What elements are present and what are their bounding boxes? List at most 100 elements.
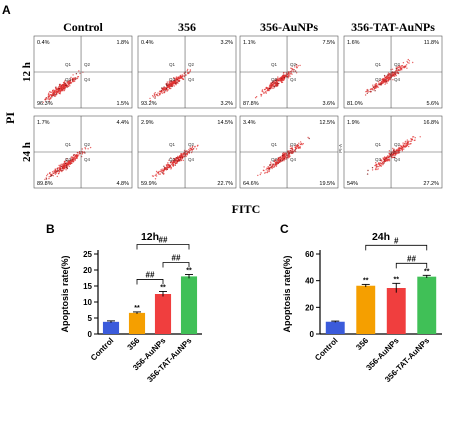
quadrant-value-bottom-right: 3.2% bbox=[220, 101, 233, 107]
x-category-label: Control bbox=[313, 336, 339, 362]
quadrant-value-top-right: 14.5% bbox=[217, 120, 233, 126]
dot-cloud bbox=[364, 58, 414, 96]
gate-label: Q1 bbox=[169, 62, 176, 67]
quadrant-value-top-left: 2.9% bbox=[141, 120, 154, 126]
bar-chart-24h: 24h Apoptosis rate(%) 0 20 40 60 Control ** 356 *… bbox=[282, 231, 442, 384]
bar-control bbox=[325, 321, 345, 334]
comparison-label: ## bbox=[172, 253, 181, 262]
comparison-bracket bbox=[365, 244, 428, 251]
quadrant-value-top-right: 16.8% bbox=[423, 120, 439, 126]
flow-dot-plot: 1.6% 11.8% 81.0% 5.6% Q1 Q2 Q3 Q4 bbox=[343, 35, 443, 109]
x-category-label: 356 bbox=[126, 336, 142, 352]
significance-star: ** bbox=[394, 276, 400, 283]
flow-y-axis-label: PI bbox=[3, 112, 17, 124]
flow-dot-plot: 3.4% 12.5% 64.6% 19.5% Q1 Q2 Q3 Q4 bbox=[239, 115, 339, 189]
comparison-bracket bbox=[395, 262, 428, 269]
gate-label: Q4 bbox=[188, 157, 195, 162]
dot-cloud bbox=[42, 70, 84, 104]
quadrant-value-top-left: 0.4% bbox=[141, 40, 154, 46]
panel-label-b: B bbox=[46, 222, 55, 236]
gate-label: Q1 bbox=[375, 62, 382, 67]
gate-label: Q3 bbox=[65, 77, 72, 82]
significance-star: ** bbox=[134, 305, 140, 312]
quadrant-value-bottom-left: 59.9% bbox=[141, 181, 157, 187]
quadrant-value-top-left: 3.4% bbox=[243, 120, 256, 126]
gate-label: Q1 bbox=[169, 142, 176, 147]
gate-label: Q1 bbox=[65, 62, 72, 67]
comparison-bracket bbox=[136, 244, 190, 250]
flow-dot-plot: 0.4% 1.8% 96.3% 1.5% Q1 Q2 Q3 Q4 bbox=[33, 35, 133, 109]
gate-label: Q3 bbox=[271, 157, 278, 162]
gate-label: Q3 bbox=[169, 157, 176, 162]
comparison-bracket bbox=[162, 262, 190, 268]
flow-dot-plot: 1.7% 4.4% 89.8% 4.8% Q1 Q2 Q3 Q4 bbox=[33, 115, 133, 189]
x-category-label: Control bbox=[89, 336, 115, 362]
dot-cloud bbox=[254, 63, 301, 99]
quadrant-value-bottom-left: 89.8% bbox=[37, 181, 53, 187]
gate-label: Q3 bbox=[169, 77, 176, 82]
quadrant-value-top-left: 1.9% bbox=[347, 120, 360, 126]
y-tick-label: 20 bbox=[83, 266, 92, 275]
gate-label: Q2 bbox=[290, 62, 297, 67]
gate-label: Q2 bbox=[394, 142, 401, 147]
quadrant-value-top-left: 1.6% bbox=[347, 40, 360, 46]
y-tick-label: 25 bbox=[83, 250, 92, 259]
quadrant-value-bottom-left: 87.8% bbox=[243, 101, 259, 107]
gate-label: Q2 bbox=[188, 62, 195, 67]
quadrant-value-bottom-left: 54% bbox=[347, 181, 358, 187]
y-axis-label: Apoptosis rate(%) bbox=[282, 255, 292, 332]
y-tick-label: 0 bbox=[88, 330, 93, 339]
flow-column-label: Control bbox=[63, 20, 103, 34]
gate-label: Q4 bbox=[394, 77, 401, 82]
dot-cloud bbox=[149, 68, 192, 102]
gate-label: Q4 bbox=[290, 157, 297, 162]
gate-label: Q1 bbox=[271, 142, 278, 147]
comparison-label: ## bbox=[159, 235, 168, 244]
gate-label: Q1 bbox=[271, 62, 278, 67]
comparison-label: # bbox=[394, 236, 399, 245]
flow-row-label: 24 h bbox=[21, 142, 33, 162]
flow-row-label: 12 h bbox=[21, 62, 33, 82]
quadrant-value-bottom-left: 96.3% bbox=[37, 101, 53, 107]
bar-356 bbox=[128, 312, 146, 334]
panel-label-c: C bbox=[280, 222, 289, 236]
flow-dot-plot: 2.9% 14.5% 59.9% 22.7% Q1 Q2 Q3 Q4 bbox=[137, 115, 237, 189]
chart-title: 24h bbox=[372, 231, 390, 243]
quadrant-value-bottom-right: 5.6% bbox=[426, 101, 439, 107]
gate-label: Q2 bbox=[188, 142, 195, 147]
flow-dot-plot: 1.1% 7.5% 87.8% 3.6% Q1 Q2 Q3 Q4 bbox=[239, 35, 339, 109]
quadrant-value-bottom-right: 22.7% bbox=[217, 181, 233, 187]
gate-label: Q3 bbox=[65, 157, 72, 162]
flow-dot-plot: 1.9% 16.8% 54% 27.2% Q1 Q2 Q3 Q4 PI-A bbox=[338, 115, 443, 189]
y-tick-label: 15 bbox=[83, 282, 92, 291]
gate-label: Q4 bbox=[290, 77, 297, 82]
quadrant-value-bottom-right: 19.5% bbox=[319, 181, 335, 187]
significance-star: ** bbox=[363, 277, 369, 284]
y-tick-label: 20 bbox=[305, 303, 314, 312]
gate-label: Q1 bbox=[65, 142, 72, 147]
gate-label: Q3 bbox=[375, 157, 382, 162]
gate-label: Q4 bbox=[84, 77, 91, 82]
comparison-label: ## bbox=[146, 270, 155, 279]
y-tick-label: 10 bbox=[83, 298, 92, 307]
y-tick-label: 5 bbox=[88, 314, 93, 323]
panel-label-a: A bbox=[2, 3, 11, 17]
significance-star: ** bbox=[160, 284, 166, 291]
x-category-label: 356-TAT-AuNPs bbox=[145, 336, 193, 384]
quadrant-value-top-right: 1.8% bbox=[116, 40, 129, 46]
bar-chart-12h: 12h Apoptosis rate(%) 0 5 10 15 20 25 Control ** 3… bbox=[60, 231, 202, 384]
flow-x-axis-label: FITC bbox=[232, 202, 261, 216]
bar-control bbox=[102, 321, 120, 334]
gate-label: Q4 bbox=[394, 157, 401, 162]
gate-label: Q4 bbox=[188, 77, 195, 82]
significance-star: ** bbox=[424, 268, 430, 275]
quadrant-value-bottom-right: 1.5% bbox=[116, 101, 129, 107]
gate-label: Q4 bbox=[84, 157, 91, 162]
comparison-label: ## bbox=[407, 254, 416, 263]
flow-cytometry-grid: Control 356 356-AuNPs 356-TAT-AuNPs 12 h 24 h… bbox=[21, 20, 443, 189]
quadrant-value-bottom-right: 3.6% bbox=[322, 101, 335, 107]
quadrant-value-top-right: 7.5% bbox=[322, 40, 335, 46]
gate-label: Q2 bbox=[84, 142, 91, 147]
bar-356-tat-aunps bbox=[180, 276, 198, 334]
